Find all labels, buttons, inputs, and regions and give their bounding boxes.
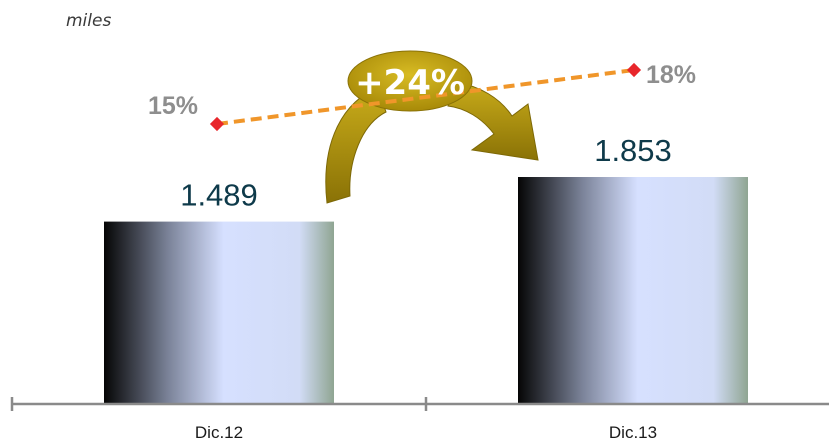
bar-dic-12 [104, 221, 334, 404]
category-label: Dic.12 [195, 423, 243, 442]
value-labels-group: 1.489 1.853 [180, 133, 672, 213]
unit-label: miles [66, 11, 111, 31]
ratio-marker [209, 116, 225, 132]
bar-dic-13 [518, 177, 748, 404]
bar-value-label: 1.489 [180, 178, 258, 213]
ratio-label: 15% [148, 92, 198, 120]
bar-value-label: 1.853 [594, 133, 672, 168]
ratio-line-group: 15% 18% [148, 61, 696, 132]
category-labels-group: Dic.12 Dic.13 [195, 423, 657, 442]
bars-group [104, 177, 748, 404]
growth-label: +24% [355, 63, 465, 103]
ratio-marker [626, 62, 642, 78]
ratio-line [216, 68, 635, 126]
category-label: Dic.13 [609, 423, 657, 442]
ratio-label: 18% [646, 61, 696, 89]
